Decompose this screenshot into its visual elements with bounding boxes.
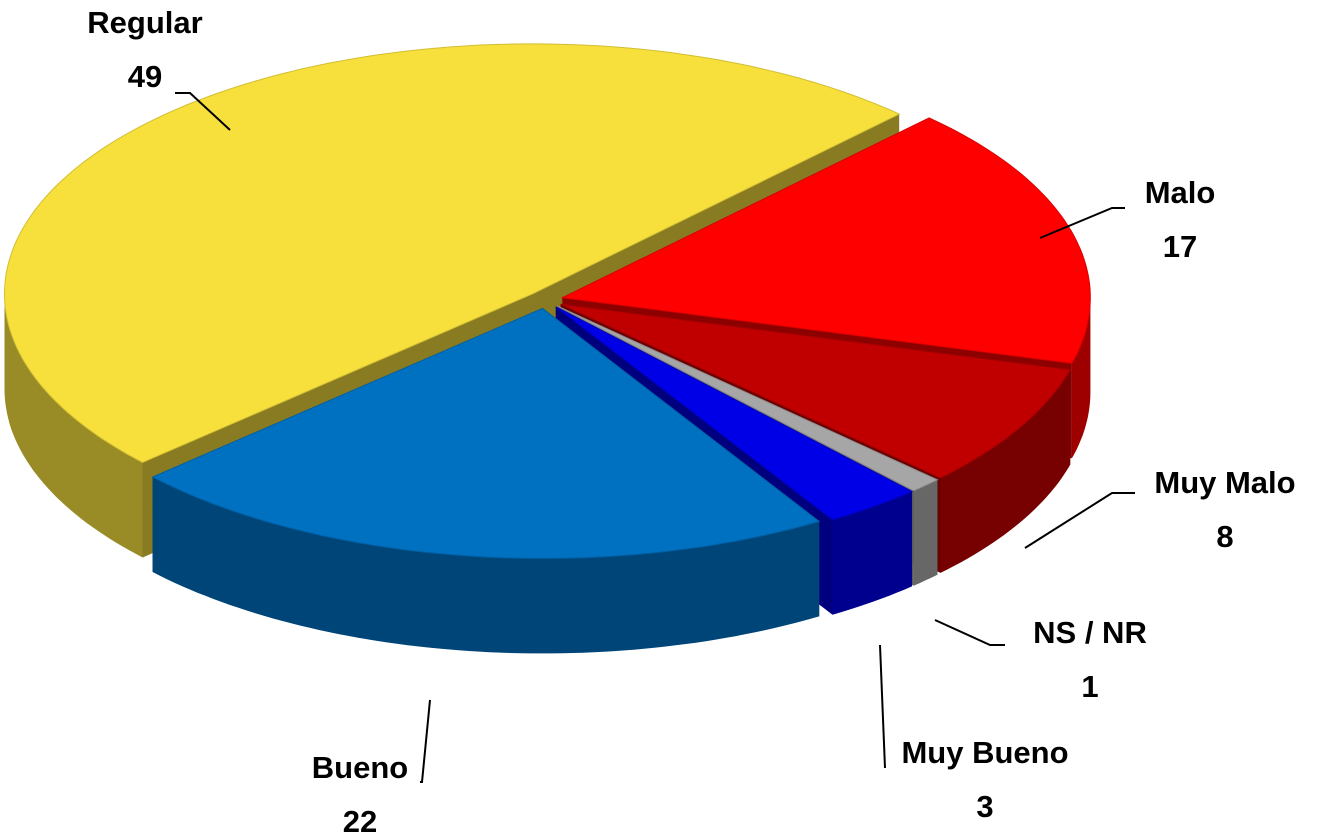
slice-value: 22 <box>343 804 377 839</box>
slice-label: NS / NR <box>1033 615 1147 650</box>
slice <box>151 307 821 654</box>
slice-side <box>940 369 1071 573</box>
slice-side <box>913 479 938 586</box>
leader-line <box>175 92 231 131</box>
slice-side <box>4 293 143 558</box>
leader-line <box>1039 207 1125 239</box>
slice-label: Regular <box>87 5 202 40</box>
slice-top <box>557 305 939 492</box>
leader-line <box>879 644 886 769</box>
slice-label: Bueno <box>312 750 408 785</box>
slice-label: Malo <box>1145 175 1216 210</box>
slice-side <box>152 477 820 654</box>
slice-top <box>560 117 1091 364</box>
slice-value: 8 <box>1216 519 1233 554</box>
leader-line <box>934 619 1005 646</box>
slice-label: Muy Bueno <box>901 735 1068 770</box>
slice-side <box>1071 297 1091 459</box>
leader-line <box>420 699 431 783</box>
slice-side <box>832 491 912 615</box>
slice-label: Muy Malo <box>1154 465 1295 500</box>
slice-top <box>3 43 901 464</box>
slice-value: 17 <box>1163 229 1197 264</box>
slice-top <box>555 306 914 521</box>
slice-value: 49 <box>128 59 162 94</box>
slice-top <box>151 307 821 559</box>
slice-value: 3 <box>976 789 993 824</box>
slice-value: 1 <box>1081 669 1098 704</box>
slice-top <box>560 303 1072 479</box>
leader-line <box>1024 492 1135 549</box>
